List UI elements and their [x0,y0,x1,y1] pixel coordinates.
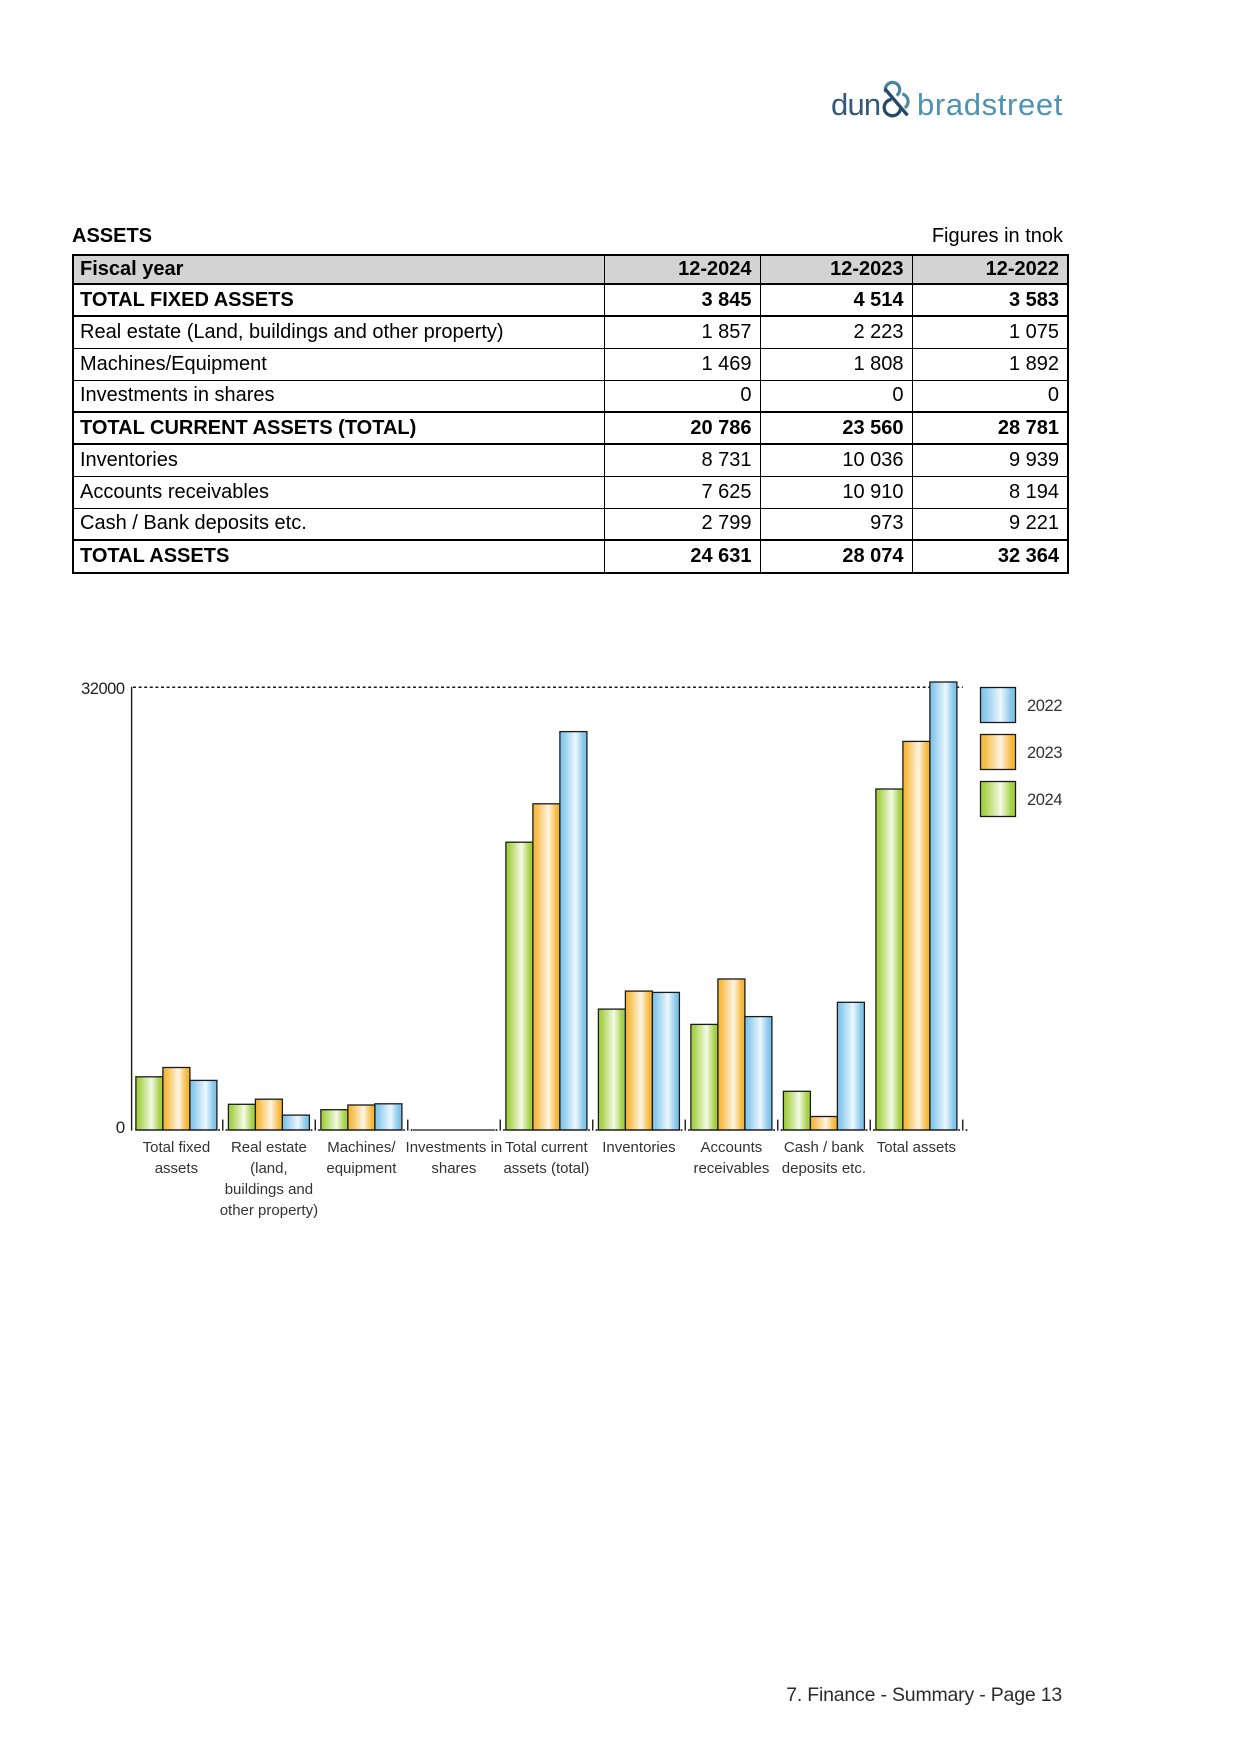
svg-text:2023: 2023 [1027,744,1062,762]
svg-text:Total assets: Total assets [877,1139,956,1156]
svg-text:2024: 2024 [1027,791,1062,809]
svg-text:(land,: (land, [250,1160,288,1177]
svg-text:assets: assets [155,1160,198,1177]
svg-text:shares: shares [431,1160,476,1177]
svg-text:other property): other property) [220,1202,318,1219]
svg-text:32000: 32000 [81,680,125,698]
svg-text:receivables: receivables [693,1160,769,1177]
svg-text:Cash / bank: Cash / bank [784,1139,865,1156]
svg-text:equipment: equipment [326,1160,397,1177]
svg-text:deposits etc.: deposits etc. [782,1160,866,1177]
svg-text:Inventories: Inventories [602,1139,675,1156]
svg-text:buildings and: buildings and [225,1181,313,1198]
svg-text:0: 0 [116,1118,125,1137]
svg-text:Investments in: Investments in [406,1139,503,1156]
svg-text:Total current: Total current [505,1139,588,1156]
svg-text:Total fixed: Total fixed [143,1139,211,1156]
svg-text:2022: 2022 [1027,697,1062,715]
svg-text:Accounts: Accounts [701,1139,763,1156]
svg-text:assets (total): assets (total) [503,1160,589,1177]
svg-text:Real estate: Real estate [231,1139,307,1156]
svg-text:Machines/: Machines/ [327,1139,396,1156]
